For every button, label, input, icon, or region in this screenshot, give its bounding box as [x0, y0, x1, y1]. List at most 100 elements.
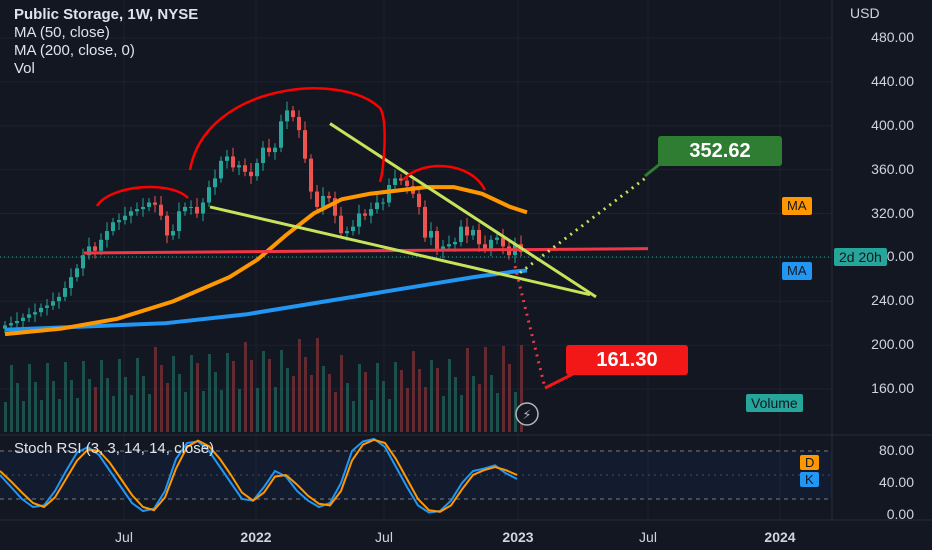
candle-body — [297, 116, 301, 131]
candle-body — [39, 307, 43, 313]
symbol-title[interactable]: Public Storage, 1W, NYSE — [14, 6, 199, 23]
candle-body — [33, 312, 37, 315]
stoch-rsi-pane — [0, 437, 832, 514]
target-up-callout[interactable]: 352.62 — [658, 136, 782, 166]
volume-bar — [88, 379, 91, 432]
candle-body — [453, 242, 457, 245]
volume-bar — [394, 362, 397, 432]
candle-body — [201, 202, 205, 214]
volume-bar — [124, 377, 127, 432]
candle-body — [309, 158, 313, 192]
volume-bar — [70, 380, 73, 432]
candle-body — [99, 239, 103, 251]
volume-bar — [334, 392, 337, 432]
volume-bar — [412, 351, 415, 432]
volume-bar — [130, 395, 133, 432]
candle-body — [345, 231, 349, 234]
stoch-d-line — [0, 438, 518, 513]
candle-body — [339, 215, 343, 234]
volume-bar — [94, 387, 97, 432]
ma200-legend[interactable]: MA (200, close, 0) — [14, 42, 135, 59]
candle-body — [393, 178, 397, 185]
currency-label[interactable]: USD — [850, 5, 880, 21]
volume-bar — [232, 361, 235, 432]
candle-body — [237, 165, 241, 168]
candle-body — [459, 226, 463, 243]
upper-trendline — [329, 122, 597, 299]
projection-up — [519, 177, 646, 274]
volume-bar — [190, 355, 193, 432]
candle-body — [273, 147, 277, 153]
candle-body — [327, 195, 331, 199]
volume-bar — [28, 364, 31, 432]
target-down-callout[interactable]: 161.30 — [566, 345, 688, 375]
volume-bar — [352, 401, 355, 432]
volume-bar — [166, 383, 169, 432]
candle-body — [399, 178, 403, 181]
candle-body — [171, 231, 175, 236]
candle-body — [279, 121, 283, 148]
volume-bar — [340, 355, 343, 432]
volume-bar — [58, 399, 61, 432]
candle-body — [45, 305, 49, 308]
volume-bar — [496, 393, 499, 432]
candle-body — [231, 156, 235, 168]
time-tick-label: 2023 — [502, 529, 534, 545]
candle-body — [495, 237, 499, 240]
volume-bar — [328, 374, 331, 432]
volume-bar — [184, 392, 187, 432]
candle-body — [375, 202, 379, 210]
time-tick-label: 2024 — [764, 529, 796, 545]
volume-bar — [52, 381, 55, 432]
volume-bar — [370, 400, 373, 432]
candle-body — [285, 110, 289, 122]
volume-bar — [460, 395, 463, 432]
volume-bar — [472, 376, 475, 432]
volume-bar — [76, 398, 79, 432]
ma50-legend[interactable]: MA (50, close) — [14, 24, 110, 41]
candle-body — [321, 195, 325, 207]
volume-bar — [148, 394, 151, 432]
volume-bar — [244, 342, 247, 432]
candle-body — [111, 222, 115, 232]
stoch-rsi-legend[interactable]: Stoch RSI (3, 3, 14, 14, close) — [14, 440, 215, 457]
price-tick-label: 240.00 — [871, 292, 914, 309]
volume-bar — [160, 365, 163, 432]
time-tick-label: Jul — [375, 529, 393, 545]
head-arc — [188, 87, 386, 183]
candle-body — [87, 246, 91, 256]
ma50-line — [4, 185, 528, 337]
volume-bar — [484, 347, 487, 432]
candle-body — [213, 178, 217, 188]
rsi-tick-label: 40.00 — [878, 474, 914, 490]
candle-body — [165, 215, 169, 236]
volume-bar — [382, 381, 385, 432]
volume-bar — [310, 375, 313, 432]
candle-body — [471, 229, 475, 236]
rsi-tick-label: 0.00 — [886, 506, 914, 522]
ma50-price-tag: MA — [782, 197, 812, 215]
grid-lines — [0, 0, 932, 521]
volume-bar — [454, 377, 457, 432]
price-tick-label: 440.00 — [871, 72, 914, 89]
volume-bar — [172, 356, 175, 432]
chart-legend: Public Storage, 1W, NYSE MA (50, close) … — [14, 6, 198, 78]
volume-legend[interactable]: Vol — [14, 60, 35, 77]
candle-body — [105, 231, 109, 240]
price-tick-label: 400.00 — [871, 116, 914, 133]
volume-bar — [508, 364, 511, 432]
volume-bar — [430, 360, 433, 432]
volume-bar — [388, 399, 391, 432]
candle-body — [489, 239, 493, 249]
k-line-tag: K — [800, 472, 819, 487]
volume-bar — [178, 374, 181, 432]
price-tick-label: 320.00 — [871, 204, 914, 221]
volume-bar — [364, 372, 367, 432]
candle-body — [117, 220, 121, 223]
candle-body — [21, 317, 25, 321]
candle-body — [423, 206, 427, 238]
lightning-icon: ⚡ — [522, 408, 531, 423]
volume-bar — [238, 389, 241, 432]
volume-bar — [436, 368, 439, 432]
